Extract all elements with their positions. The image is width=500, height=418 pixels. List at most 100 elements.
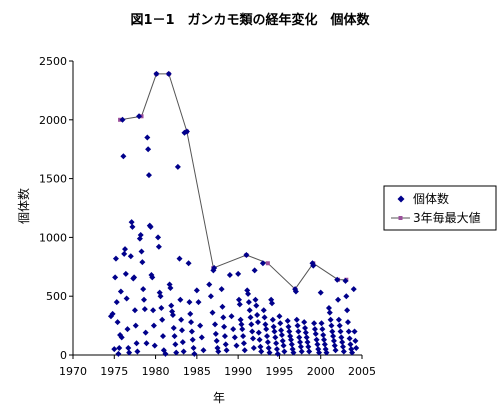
y-tick-label: 0 [60, 349, 67, 362]
scatter-point [250, 344, 257, 351]
scatter-point [144, 134, 151, 141]
scatter-point [226, 272, 233, 279]
y-ticks: 0 500 1000 1500 2000 2500 [39, 55, 73, 362]
scatter-point [222, 341, 229, 348]
legend-line-label: 3年毎最大値 [413, 210, 481, 225]
scatter-point [178, 327, 185, 334]
y-axis-label: 個体数 [16, 188, 31, 224]
scatter-point [316, 349, 323, 356]
scatter-point [303, 334, 310, 341]
scatter-point [155, 234, 162, 241]
scatter-point [151, 342, 158, 349]
scatter-point [172, 341, 179, 348]
scatter-point [195, 299, 202, 306]
scatter-point [169, 312, 176, 319]
scatter-point [312, 330, 319, 337]
scatter-point [240, 333, 247, 340]
scatter-point [259, 260, 266, 267]
scatter-point [304, 339, 311, 346]
x-tick-label: 1970 [59, 365, 87, 378]
scatter-point [340, 343, 347, 350]
scatter-point [302, 329, 309, 336]
scatter-point [138, 248, 145, 255]
scatter-point [331, 342, 338, 349]
y-tick-label: 2000 [39, 114, 67, 127]
scatter-point [260, 307, 267, 314]
scatter-point [310, 262, 317, 269]
scatter-point [209, 309, 216, 316]
scatter-point [136, 113, 143, 120]
scatter-point [193, 287, 200, 294]
scatter-point [131, 274, 138, 281]
scatter-point [179, 339, 186, 346]
scatter-point [207, 293, 214, 300]
scatter-point [346, 335, 353, 342]
scatter-point [157, 293, 164, 300]
scatter-point [286, 328, 293, 335]
scatter-point [121, 250, 128, 257]
scatter-point [119, 116, 126, 123]
scatter-point [335, 296, 342, 303]
scatter-point [254, 312, 261, 319]
scatter-point [281, 348, 288, 355]
y-tick-label: 500 [46, 290, 67, 303]
scatter-point [276, 313, 283, 320]
scatter-point [329, 328, 336, 335]
scatter-point [305, 343, 312, 350]
scatter-point [241, 347, 248, 354]
scatter-point [187, 310, 194, 317]
scatter-point [115, 350, 122, 357]
scatter-point [264, 339, 271, 346]
scatter-point [198, 334, 205, 341]
scatter-point [141, 296, 148, 303]
scatter-point [290, 349, 297, 356]
scatter-point [159, 316, 166, 323]
scatter-point [255, 329, 262, 336]
scatter-point [277, 320, 284, 327]
scatter-point [295, 328, 302, 335]
legend-box [383, 185, 497, 231]
scatter-point [320, 332, 327, 339]
scatter-point [117, 288, 124, 295]
scatter-point [118, 334, 125, 341]
scatter-point [258, 348, 265, 355]
scatter-point [120, 153, 127, 160]
scatter-point [257, 343, 264, 350]
y-tick-label: 1500 [39, 173, 67, 186]
scatter-point [288, 341, 295, 348]
scatter-point [297, 343, 304, 350]
scatter-point [263, 326, 270, 333]
scatter-point [330, 337, 337, 344]
x-ticks: 1970 1975 1980 1985 1990 1995 2000 2005 [59, 355, 376, 378]
scatter-point [278, 327, 285, 334]
scatter-point [273, 346, 280, 353]
scatter-point [188, 319, 195, 326]
scatter-point [311, 320, 318, 327]
scatter-point [122, 246, 129, 253]
scatter-point [237, 316, 244, 323]
scatter-point [352, 337, 359, 344]
scatter-point [149, 274, 156, 281]
scatter-point [306, 348, 313, 355]
scatter-point [351, 328, 358, 335]
scatter-point [112, 274, 119, 281]
scatter-point [178, 316, 185, 323]
scatter-point [141, 306, 148, 313]
scatter-point [133, 340, 140, 347]
scatter-point [293, 316, 300, 323]
scatter-point [239, 326, 246, 333]
scatter-point [301, 319, 308, 326]
x-tick-label: 1985 [183, 365, 211, 378]
scatter-point [218, 286, 225, 293]
scatter-point [137, 232, 144, 239]
legend-line-marker [398, 216, 403, 220]
scatter-point [302, 324, 309, 331]
legend: 個体数 3年毎最大値 [383, 185, 497, 231]
chart-title: 図1－1 ガンカモ類の経年変化 個体数 [130, 12, 370, 28]
max-line-layer [118, 71, 349, 292]
scatter-point [270, 323, 277, 330]
scatter-point [139, 259, 146, 266]
scatter-point [317, 289, 324, 296]
scatter-point [213, 337, 220, 344]
scatter-point [325, 304, 332, 311]
